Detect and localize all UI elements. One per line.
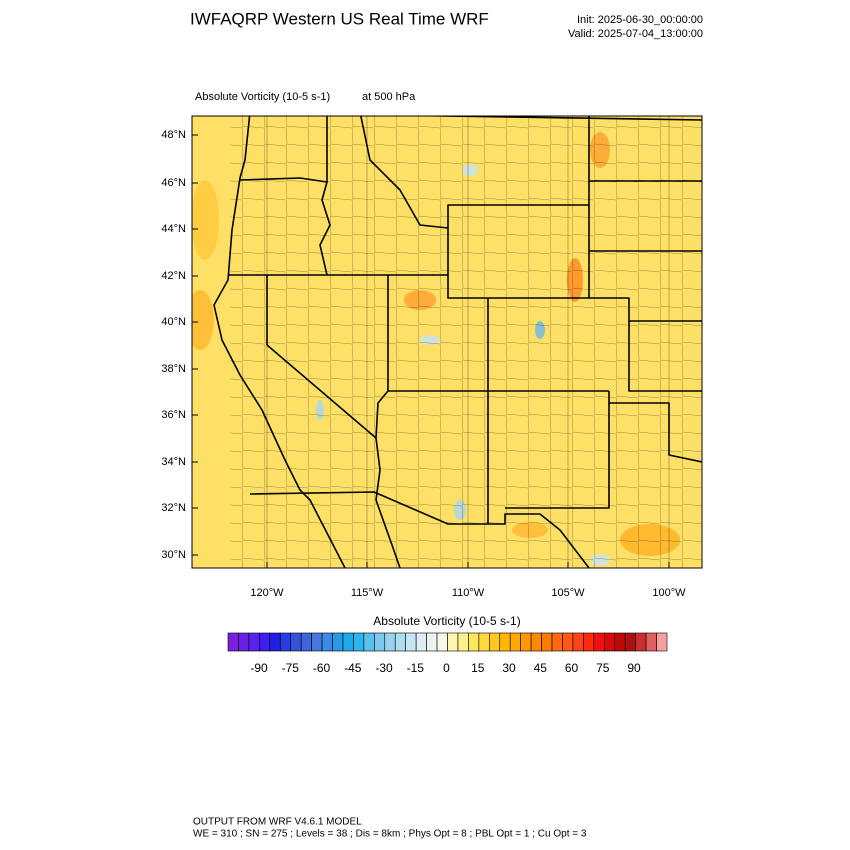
map-axes: 48°N 46°N 44°N 42°N 40°N 38°N 36°N 34°N 32°N 30°N… [161,129,686,599]
colorbar-box [551,632,563,652]
colorbar-tick-label: 15 [471,661,485,675]
colorbar-box [279,632,292,652]
colorbar-tick-label: 0 [443,661,450,675]
colorbar-box [342,632,354,652]
colorbar-box [332,632,344,652]
colorbar-box [363,632,375,652]
colorbar-tick-label: -90 [250,661,268,675]
lat-label: 48°N [161,129,186,141]
colorbar-tick-label: -45 [344,661,362,675]
colorbar-box [259,632,271,652]
colorbar-box [394,632,406,652]
colorbar-box [541,632,553,652]
colorbar-tick-label: 60 [565,661,579,675]
colorbar-tick-label: -75 [282,661,300,675]
colorbar-box [300,632,312,652]
colorbar-box [624,632,636,652]
colorbar-box [499,632,511,652]
colorbar: -90 -75 -60 -45 -30 -15 0 15 30 45 60 75 90 [227,632,668,675]
lat-label: 32°N [161,502,186,514]
lat-label: 38°N [161,363,186,375]
colorbar-box [635,632,647,652]
title: IWFAQRP Western US Real Time WRF [190,9,489,28]
lon-label: 110°W [452,587,485,599]
field-label: Absolute Vorticity (10-5 s-1) [195,91,330,103]
colorbar-box [520,632,532,652]
colorbar-tick-label: -30 [375,661,393,675]
colorbar-tick-label: 30 [502,661,516,675]
lat-lon-grid [266,116,670,568]
colorbar-box [562,632,574,652]
colorbar-box [436,632,448,652]
footer-line: OUTPUT FROM WRF V4.6.1 MODEL [193,817,362,828]
valid-time: Valid: 2025-07-04_13:00:00 [568,28,703,40]
colorbar-box [353,632,365,652]
colorbar-box [321,632,333,652]
coastline [213,116,401,568]
lat-label: 30°N [161,549,186,561]
colorbar-box [530,632,542,652]
lat-label: 46°N [161,177,186,189]
colorbar-box [374,632,386,652]
lat-label: 44°N [161,223,186,235]
colorbar-box [290,632,302,652]
lon-label: 120°W [250,587,284,599]
colorbar-box [614,632,626,652]
lon-label: 100°W [652,587,686,599]
colorbar-box [603,632,616,652]
colorbar-box [468,632,480,652]
lon-label: 115°W [351,587,384,599]
level-label: at 500 hPa [362,91,416,103]
colorbar-tick-label: 75 [596,661,610,675]
colorbar-tick-label: -15 [407,661,425,675]
map-frame [191,115,703,569]
lat-label: 36°N [161,409,186,421]
colorbar-box [426,632,438,652]
colorbar-box [227,632,239,652]
colorbar-box [311,632,323,652]
init-time: Init: 2025-06-30_00:00:00 [577,14,703,26]
colorbar-box [489,632,501,652]
colorbar-tick-label: -60 [313,661,331,675]
colorbar-box [415,632,427,652]
colorbar-box [457,632,469,652]
colorbar-box [572,632,584,652]
lat-label: 34°N [161,456,186,468]
state-borders [228,116,702,568]
colorbar-box [583,632,595,652]
lat-label: 40°N [161,316,186,328]
colorbar-box [656,632,668,652]
colorbar-box [238,632,250,652]
colorbar-box [384,632,396,652]
colorbar-box [269,632,281,652]
colorbar-box [405,632,417,652]
colorbar-box [645,632,657,652]
colorbar-box [509,632,521,652]
footer-line: WE = 310 ; SN = 275 ; Levels = 38 ; Dis … [193,829,587,840]
colorbar-title: Absolute Vorticity (10-5 s-1) [373,614,520,628]
colorbar-box [478,632,490,652]
lon-label: 105°W [551,587,585,599]
colorbar-tick-label: 90 [627,661,641,675]
lat-label: 42°N [161,270,186,282]
map [192,116,702,568]
colorbar-box [593,632,605,652]
colorbar-box [447,632,459,652]
colorbar-tick-label: 45 [534,661,548,675]
county-lines [230,116,702,568]
colorbar-box [248,632,260,652]
